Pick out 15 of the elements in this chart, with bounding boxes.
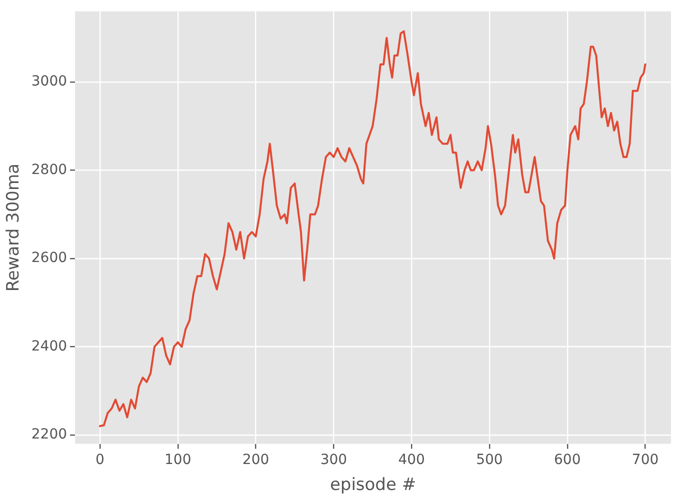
x-axis-title: episode # bbox=[330, 475, 416, 496]
x-tick-label: 600 bbox=[554, 452, 581, 468]
y-axis-title: Reward 300ma bbox=[4, 164, 24, 292]
y-tick-label: 2200 bbox=[31, 426, 68, 443]
x-tick-label: 700 bbox=[632, 452, 659, 468]
y-tick-label: 2400 bbox=[31, 338, 68, 354]
x-tick-label: 300 bbox=[320, 452, 348, 468]
y-tick-label: 2800 bbox=[31, 162, 68, 178]
x-tick-label: 500 bbox=[476, 452, 503, 468]
x-tick-label: 200 bbox=[242, 452, 270, 468]
y-tick-label: 2600 bbox=[31, 250, 68, 266]
x-tick-label: 400 bbox=[398, 452, 425, 468]
x-tick-label: 0 bbox=[95, 452, 104, 468]
y-tick-label: 3000 bbox=[31, 74, 68, 90]
x-tick-label: 100 bbox=[164, 452, 192, 468]
